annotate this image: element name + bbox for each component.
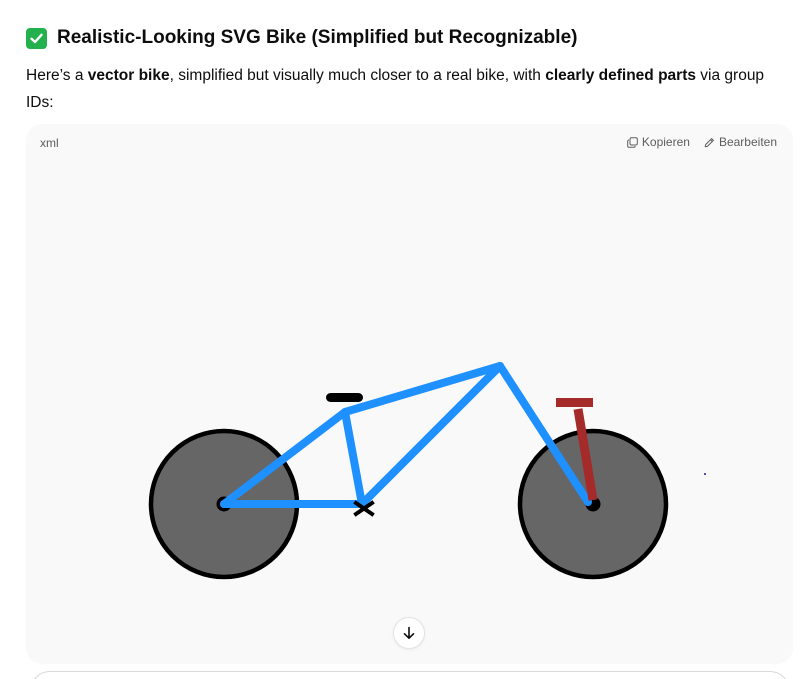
code-language-label: xml — [40, 136, 59, 150]
bike-seat — [326, 393, 363, 402]
message-composer[interactable] — [30, 671, 790, 679]
pencil-icon — [704, 137, 714, 147]
top-tube — [341, 362, 504, 416]
intro-bold-1: vector bike — [87, 67, 170, 84]
code-block: xml Kopieren Bearbeiten — [26, 124, 793, 664]
seat-tube — [341, 408, 366, 508]
head-tube — [496, 362, 592, 506]
scroll-down-button[interactable] — [393, 617, 425, 649]
intro-paragraph: Here’s a vector bike, simplified but vis… — [26, 62, 786, 116]
edit-button[interactable]: Bearbeiten — [704, 135, 777, 149]
bike-pedals — [353, 500, 375, 517]
arrow-down-icon — [403, 626, 415, 639]
code-actions: Kopieren Bearbeiten — [627, 135, 777, 149]
intro-bold-2: clearly defined parts — [545, 67, 696, 84]
intro-text-3: via group IDs: — [26, 67, 765, 111]
stray-dot — [704, 473, 706, 475]
down-tube — [358, 362, 504, 508]
copy-button[interactable]: Kopieren — [627, 135, 690, 149]
bike-handlebar — [556, 398, 593, 407]
copy-label: Kopieren — [641, 135, 690, 149]
intro-text-1: Here’s a — [26, 67, 88, 84]
copy-icon — [627, 136, 638, 148]
seat-stay — [220, 408, 349, 508]
bike-fork — [573, 408, 598, 501]
intro-text-2: , simplified but visually much closer to… — [169, 67, 546, 84]
check-mark-icon — [26, 27, 47, 49]
bike-frame — [220, 362, 592, 508]
section-heading: Realistic-Looking SVG Bike (Simplified b… — [26, 25, 577, 51]
edit-label: Bearbeiten — [718, 135, 777, 149]
bike-illustration — [148, 362, 706, 580]
heading-text: Realistic-Looking SVG Bike (Simplified b… — [57, 27, 578, 48]
